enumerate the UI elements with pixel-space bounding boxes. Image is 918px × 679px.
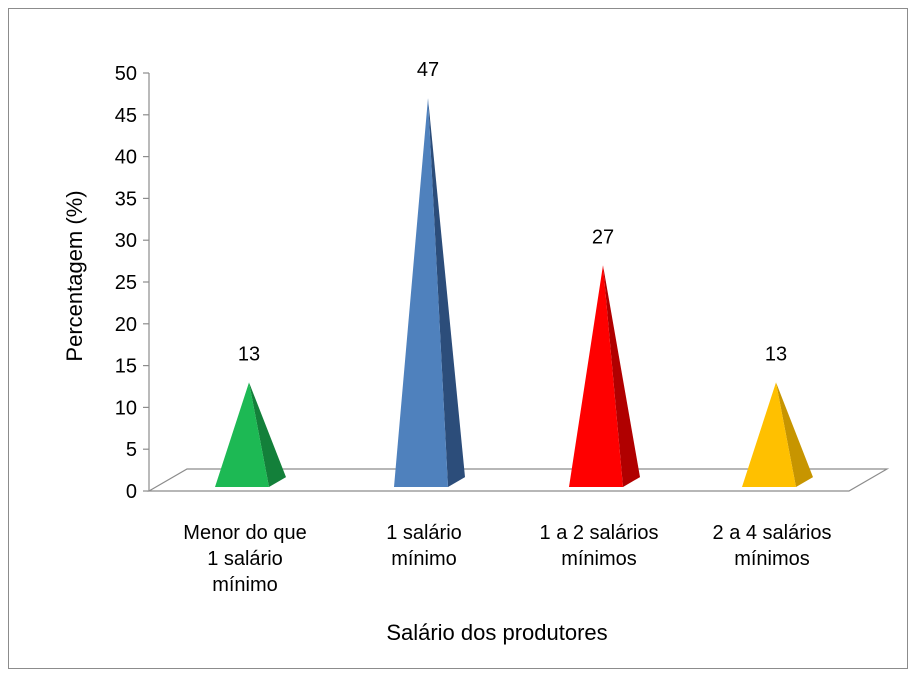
category-label-line: 2 a 4 salários xyxy=(713,522,832,544)
y-tick-label: 50 xyxy=(115,63,137,85)
bar-pyramid xyxy=(742,382,813,487)
bar-front-face xyxy=(742,382,796,487)
bar-side-face xyxy=(249,382,286,487)
category-label-line: mínimo xyxy=(391,548,457,570)
data-label: 13 xyxy=(238,343,260,365)
category-label: 1 a 2 salários mínimos xyxy=(540,522,659,570)
y-axis-title: Percentagem (%) xyxy=(62,190,87,361)
data-label: 47 xyxy=(417,59,439,81)
bar-pyramid xyxy=(394,98,465,487)
chart-frame: 0 5 10 15 20 25 30 35 40 45 50 13 47 27 13 Menor do q… xyxy=(8,8,908,669)
bar-side-face xyxy=(428,98,465,487)
category-label-line: 1 a 2 salários xyxy=(540,522,659,544)
y-tick-label: 0 xyxy=(126,481,137,503)
y-tick-label: 5 xyxy=(126,439,137,461)
y-axis: 0 5 10 15 20 25 30 35 40 45 50 xyxy=(115,63,150,503)
floor-plane xyxy=(146,468,890,492)
category-label: 2 a 4 salários mínimos xyxy=(713,522,832,570)
x-axis-title: Salário dos produtores xyxy=(386,620,607,645)
y-tick-label: 40 xyxy=(115,147,137,169)
y-tick-label: 15 xyxy=(115,356,137,378)
bars xyxy=(215,98,813,487)
y-tick-label: 35 xyxy=(115,188,137,210)
pyramid-bar-chart: 0 5 10 15 20 25 30 35 40 45 50 13 47 27 13 Menor do q… xyxy=(62,59,890,645)
category-label-line: 1 salário xyxy=(386,522,462,544)
bar-side-face xyxy=(603,265,640,487)
category-label: 1 salário mínimo xyxy=(386,522,462,570)
category-labels: Menor do que 1 salário mínimo 1 salário míni… xyxy=(183,522,831,596)
category-label-line: Menor do que xyxy=(183,522,306,544)
y-tick-label: 45 xyxy=(115,105,137,127)
category-label-line: mínimos xyxy=(734,548,810,570)
data-label: 27 xyxy=(592,226,614,248)
bar-pyramid xyxy=(569,265,640,487)
bar-side-face xyxy=(776,382,813,487)
chart-floor xyxy=(146,468,890,492)
data-label: 13 xyxy=(765,343,787,365)
y-tick-label: 30 xyxy=(115,230,137,252)
bar-pyramid xyxy=(215,382,286,487)
bar-front-face xyxy=(215,382,269,487)
category-label-line: mínimos xyxy=(561,548,637,570)
data-labels: 13 47 27 13 xyxy=(238,59,787,365)
category-label-line: 1 salário xyxy=(207,548,283,570)
y-tick-label: 10 xyxy=(115,397,137,419)
category-label-line: mínimo xyxy=(212,574,278,596)
bar-front-face xyxy=(569,265,623,487)
y-tick-label: 25 xyxy=(115,272,137,294)
y-tick-label: 20 xyxy=(115,314,137,336)
category-label: Menor do que 1 salário mínimo xyxy=(183,522,306,596)
bar-front-face xyxy=(394,98,448,487)
